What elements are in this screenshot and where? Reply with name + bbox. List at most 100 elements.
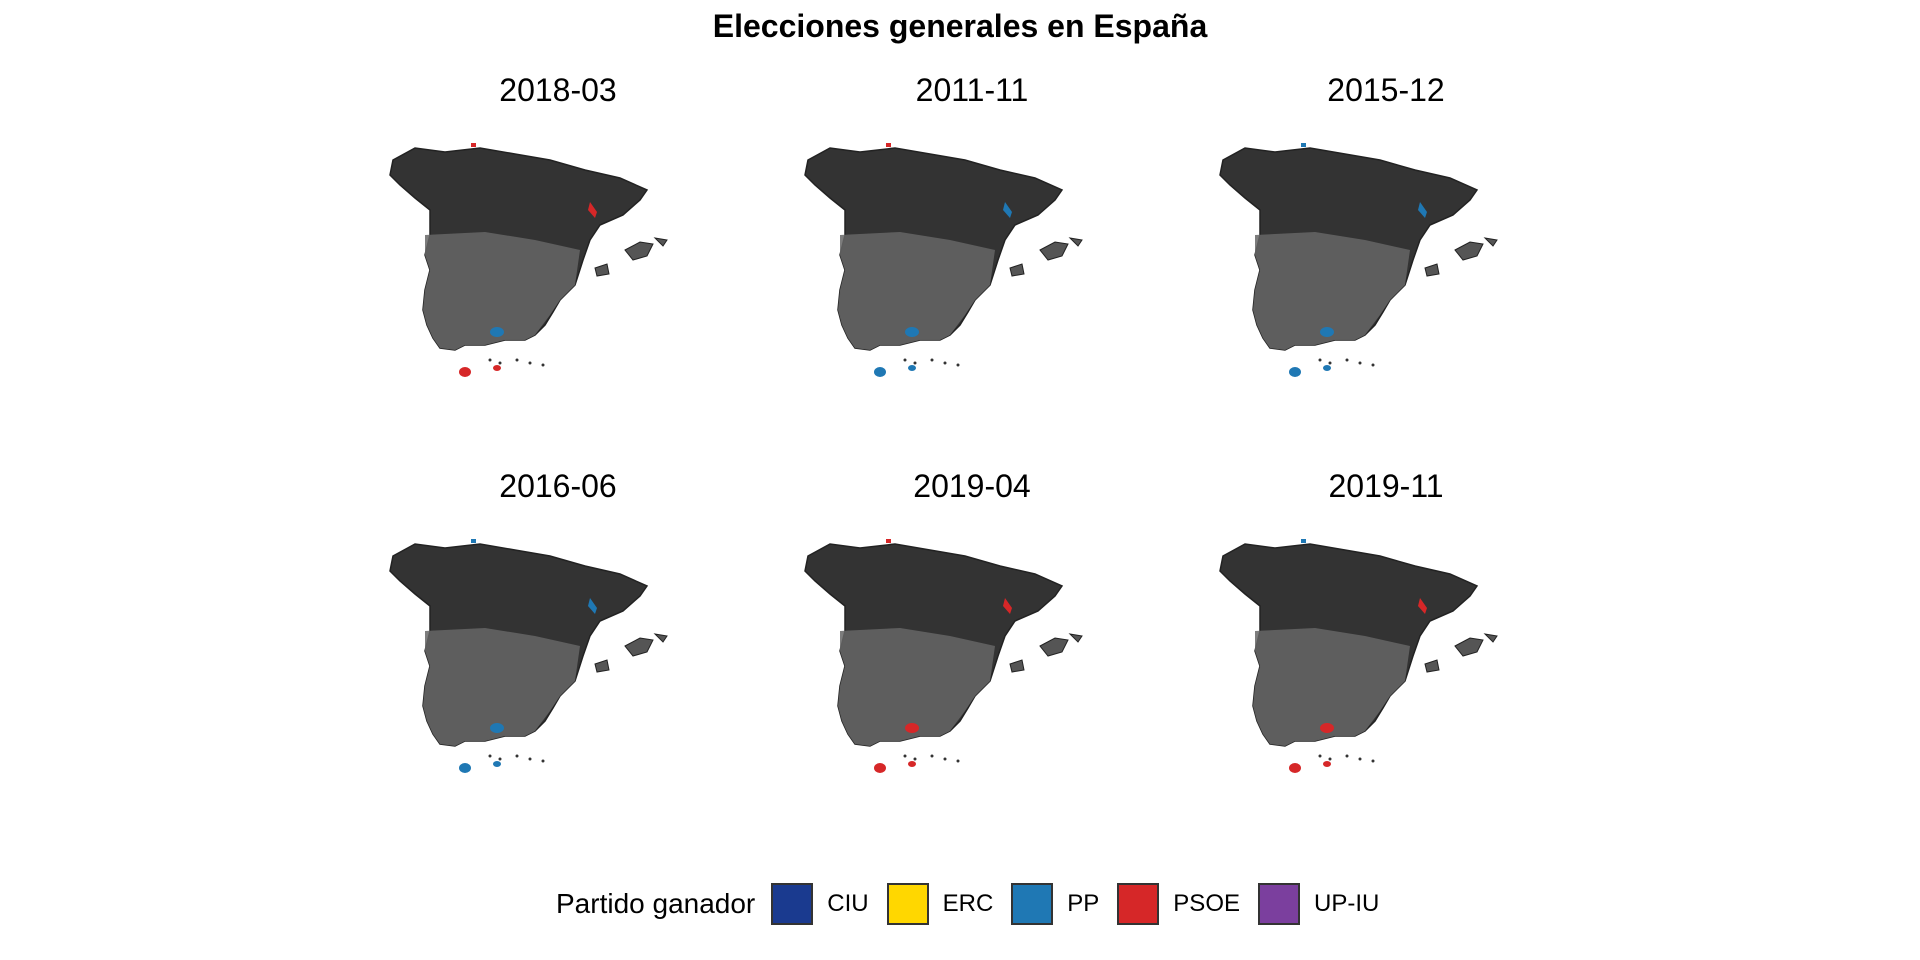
winner-mark-south-central xyxy=(490,723,504,733)
southern-municipalities xyxy=(838,232,995,350)
panel-title-2: 2011-11 xyxy=(915,72,1029,108)
canary-island-dot xyxy=(1371,759,1375,763)
balearic-islands xyxy=(1424,237,1498,277)
canary-island-dot xyxy=(930,358,934,362)
southern-municipalities xyxy=(423,628,580,746)
spain-map-panel-4 xyxy=(389,539,668,773)
winner-mark-north xyxy=(1418,598,1427,614)
canary-island-dot xyxy=(903,358,907,362)
canary-island-dot xyxy=(1318,358,1322,362)
winner-mark-north xyxy=(1003,202,1012,218)
legend-item-pp: PP xyxy=(1011,883,1099,925)
canary-island-dot xyxy=(913,361,917,365)
panel-title-5: 2019-04 xyxy=(913,468,1031,504)
canary-island-dot xyxy=(488,754,492,758)
canary-island-dot xyxy=(956,363,960,367)
spain-map-panel-5 xyxy=(804,539,1083,773)
legend-label-pp: PP xyxy=(1067,890,1100,917)
spain-map-panel-1 xyxy=(389,143,668,377)
canary-island-dot xyxy=(903,754,907,758)
legend-label-up-iu: UP-IU xyxy=(1314,890,1380,917)
winner-mark-south-central xyxy=(905,723,919,733)
winner-mark-northwest xyxy=(886,539,891,543)
canary-island-dot xyxy=(1345,754,1349,758)
spain-map-panel-6 xyxy=(1219,539,1498,773)
canary-island-dot xyxy=(528,757,532,761)
canary-island-dot xyxy=(913,757,917,761)
southern-municipalities xyxy=(838,628,995,746)
canary-island-dot xyxy=(498,361,502,365)
canary-island-dot xyxy=(943,757,947,761)
canary-island-dot xyxy=(1318,754,1322,758)
canary-island-dot xyxy=(1358,361,1362,365)
legend: Partido ganador CIU ERC PP PSOE UP-IU xyxy=(556,880,1397,928)
legend-key-erc xyxy=(886,883,929,925)
canary-island-dot xyxy=(1328,757,1332,761)
panel-title-4: 2016-06 xyxy=(499,468,617,504)
winner-mark-south-coast xyxy=(1323,365,1331,371)
winner-mark-southwest xyxy=(459,367,471,377)
winner-mark-northwest xyxy=(1301,539,1306,543)
winner-mark-south-central xyxy=(1320,327,1334,337)
balearic-islands xyxy=(1424,633,1498,673)
legend-item-ciu: CIU xyxy=(771,883,869,925)
winner-mark-south-coast xyxy=(908,365,916,371)
winner-mark-northwest xyxy=(471,539,476,543)
winner-mark-north xyxy=(1003,598,1012,614)
legend-key-psoe xyxy=(1117,883,1160,925)
winner-mark-south-coast xyxy=(493,365,501,371)
winner-mark-north xyxy=(588,598,597,614)
southern-municipalities xyxy=(423,232,580,350)
canary-island-dot xyxy=(515,358,519,362)
winner-mark-north xyxy=(588,202,597,218)
winner-mark-south-central xyxy=(1320,723,1334,733)
legend-item-erc: ERC xyxy=(886,883,994,925)
legend-key-up-iu xyxy=(1258,883,1300,925)
southern-municipalities xyxy=(1253,628,1410,746)
winner-mark-south-central xyxy=(905,327,919,337)
balearic-islands xyxy=(594,237,668,277)
balearic-islands xyxy=(594,633,668,673)
winner-mark-south-coast xyxy=(493,761,501,767)
canary-island-dot xyxy=(528,361,532,365)
panel-title-3: 2015-12 xyxy=(1327,72,1445,108)
legend-label-ciu: CIU xyxy=(827,890,869,917)
canary-island-dot xyxy=(541,759,545,763)
canary-island-dot xyxy=(498,757,502,761)
canary-island-dot xyxy=(1371,363,1375,367)
winner-mark-northwest xyxy=(886,143,891,147)
southern-municipalities xyxy=(1253,232,1410,350)
canary-island-dot xyxy=(1328,361,1332,365)
legend-key-ciu xyxy=(771,883,814,925)
winner-mark-southwest xyxy=(874,763,886,773)
figure-title: Elecciones generales en España xyxy=(712,8,1208,44)
legend-item-psoe: PSOE xyxy=(1117,883,1240,925)
canary-island-dot xyxy=(488,358,492,362)
winner-mark-northwest xyxy=(471,143,476,147)
winner-mark-south-coast xyxy=(1323,761,1331,767)
legend-title: Partido ganador xyxy=(556,888,756,919)
winner-mark-south-coast xyxy=(908,761,916,767)
balearic-islands xyxy=(1009,237,1083,277)
winner-mark-southwest xyxy=(1289,763,1301,773)
canary-island-dot xyxy=(943,361,947,365)
balearic-islands xyxy=(1009,633,1083,673)
winner-mark-northwest xyxy=(1301,143,1306,147)
canary-island-dot xyxy=(1358,757,1362,761)
legend-label-psoe: PSOE xyxy=(1173,890,1240,917)
panel-title-6: 2019-11 xyxy=(1328,468,1444,504)
canary-island-dot xyxy=(930,754,934,758)
panel-title-1: 2018-03 xyxy=(499,72,617,108)
winner-mark-south-central xyxy=(490,327,504,337)
legend-item-up-iu: UP-IU xyxy=(1258,883,1379,925)
winner-mark-southwest xyxy=(459,763,471,773)
spain-map-panel-3 xyxy=(1219,143,1498,377)
legend-label-erc: ERC xyxy=(942,890,994,917)
winner-mark-southwest xyxy=(874,367,886,377)
canary-island-dot xyxy=(956,759,960,763)
spain-map-panel-2 xyxy=(804,143,1083,377)
winner-mark-southwest xyxy=(1289,367,1301,377)
legend-key-pp xyxy=(1011,883,1054,925)
canary-island-dot xyxy=(541,363,545,367)
